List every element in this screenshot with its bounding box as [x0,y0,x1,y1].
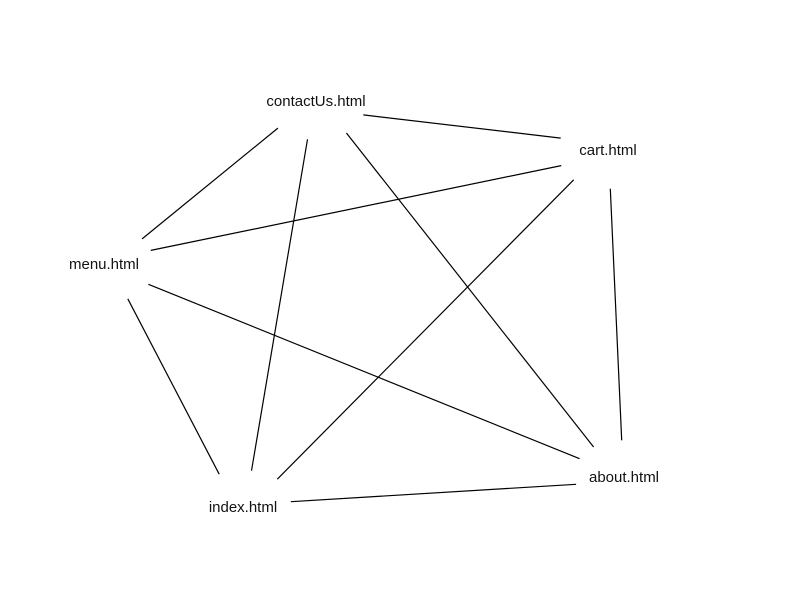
edge-menu-index [127,298,220,475]
edge-cart-index [276,179,575,480]
edge-index-about [290,483,577,503]
edge-contactus-menu [141,127,279,240]
node-cart: cart.html [579,142,637,159]
edge-menu-about [148,283,580,460]
edge-cart-about [609,188,623,441]
node-menu: menu.html [68,256,140,273]
edge-contactus-about [345,132,595,448]
edge-contactus-cart [363,114,561,139]
node-index: index.html [208,499,278,516]
edge-contactus-index [250,139,309,471]
node-contactus: contactUs.html [266,93,366,110]
edge-cart-menu [150,165,562,251]
node-about: about.html [588,469,660,486]
